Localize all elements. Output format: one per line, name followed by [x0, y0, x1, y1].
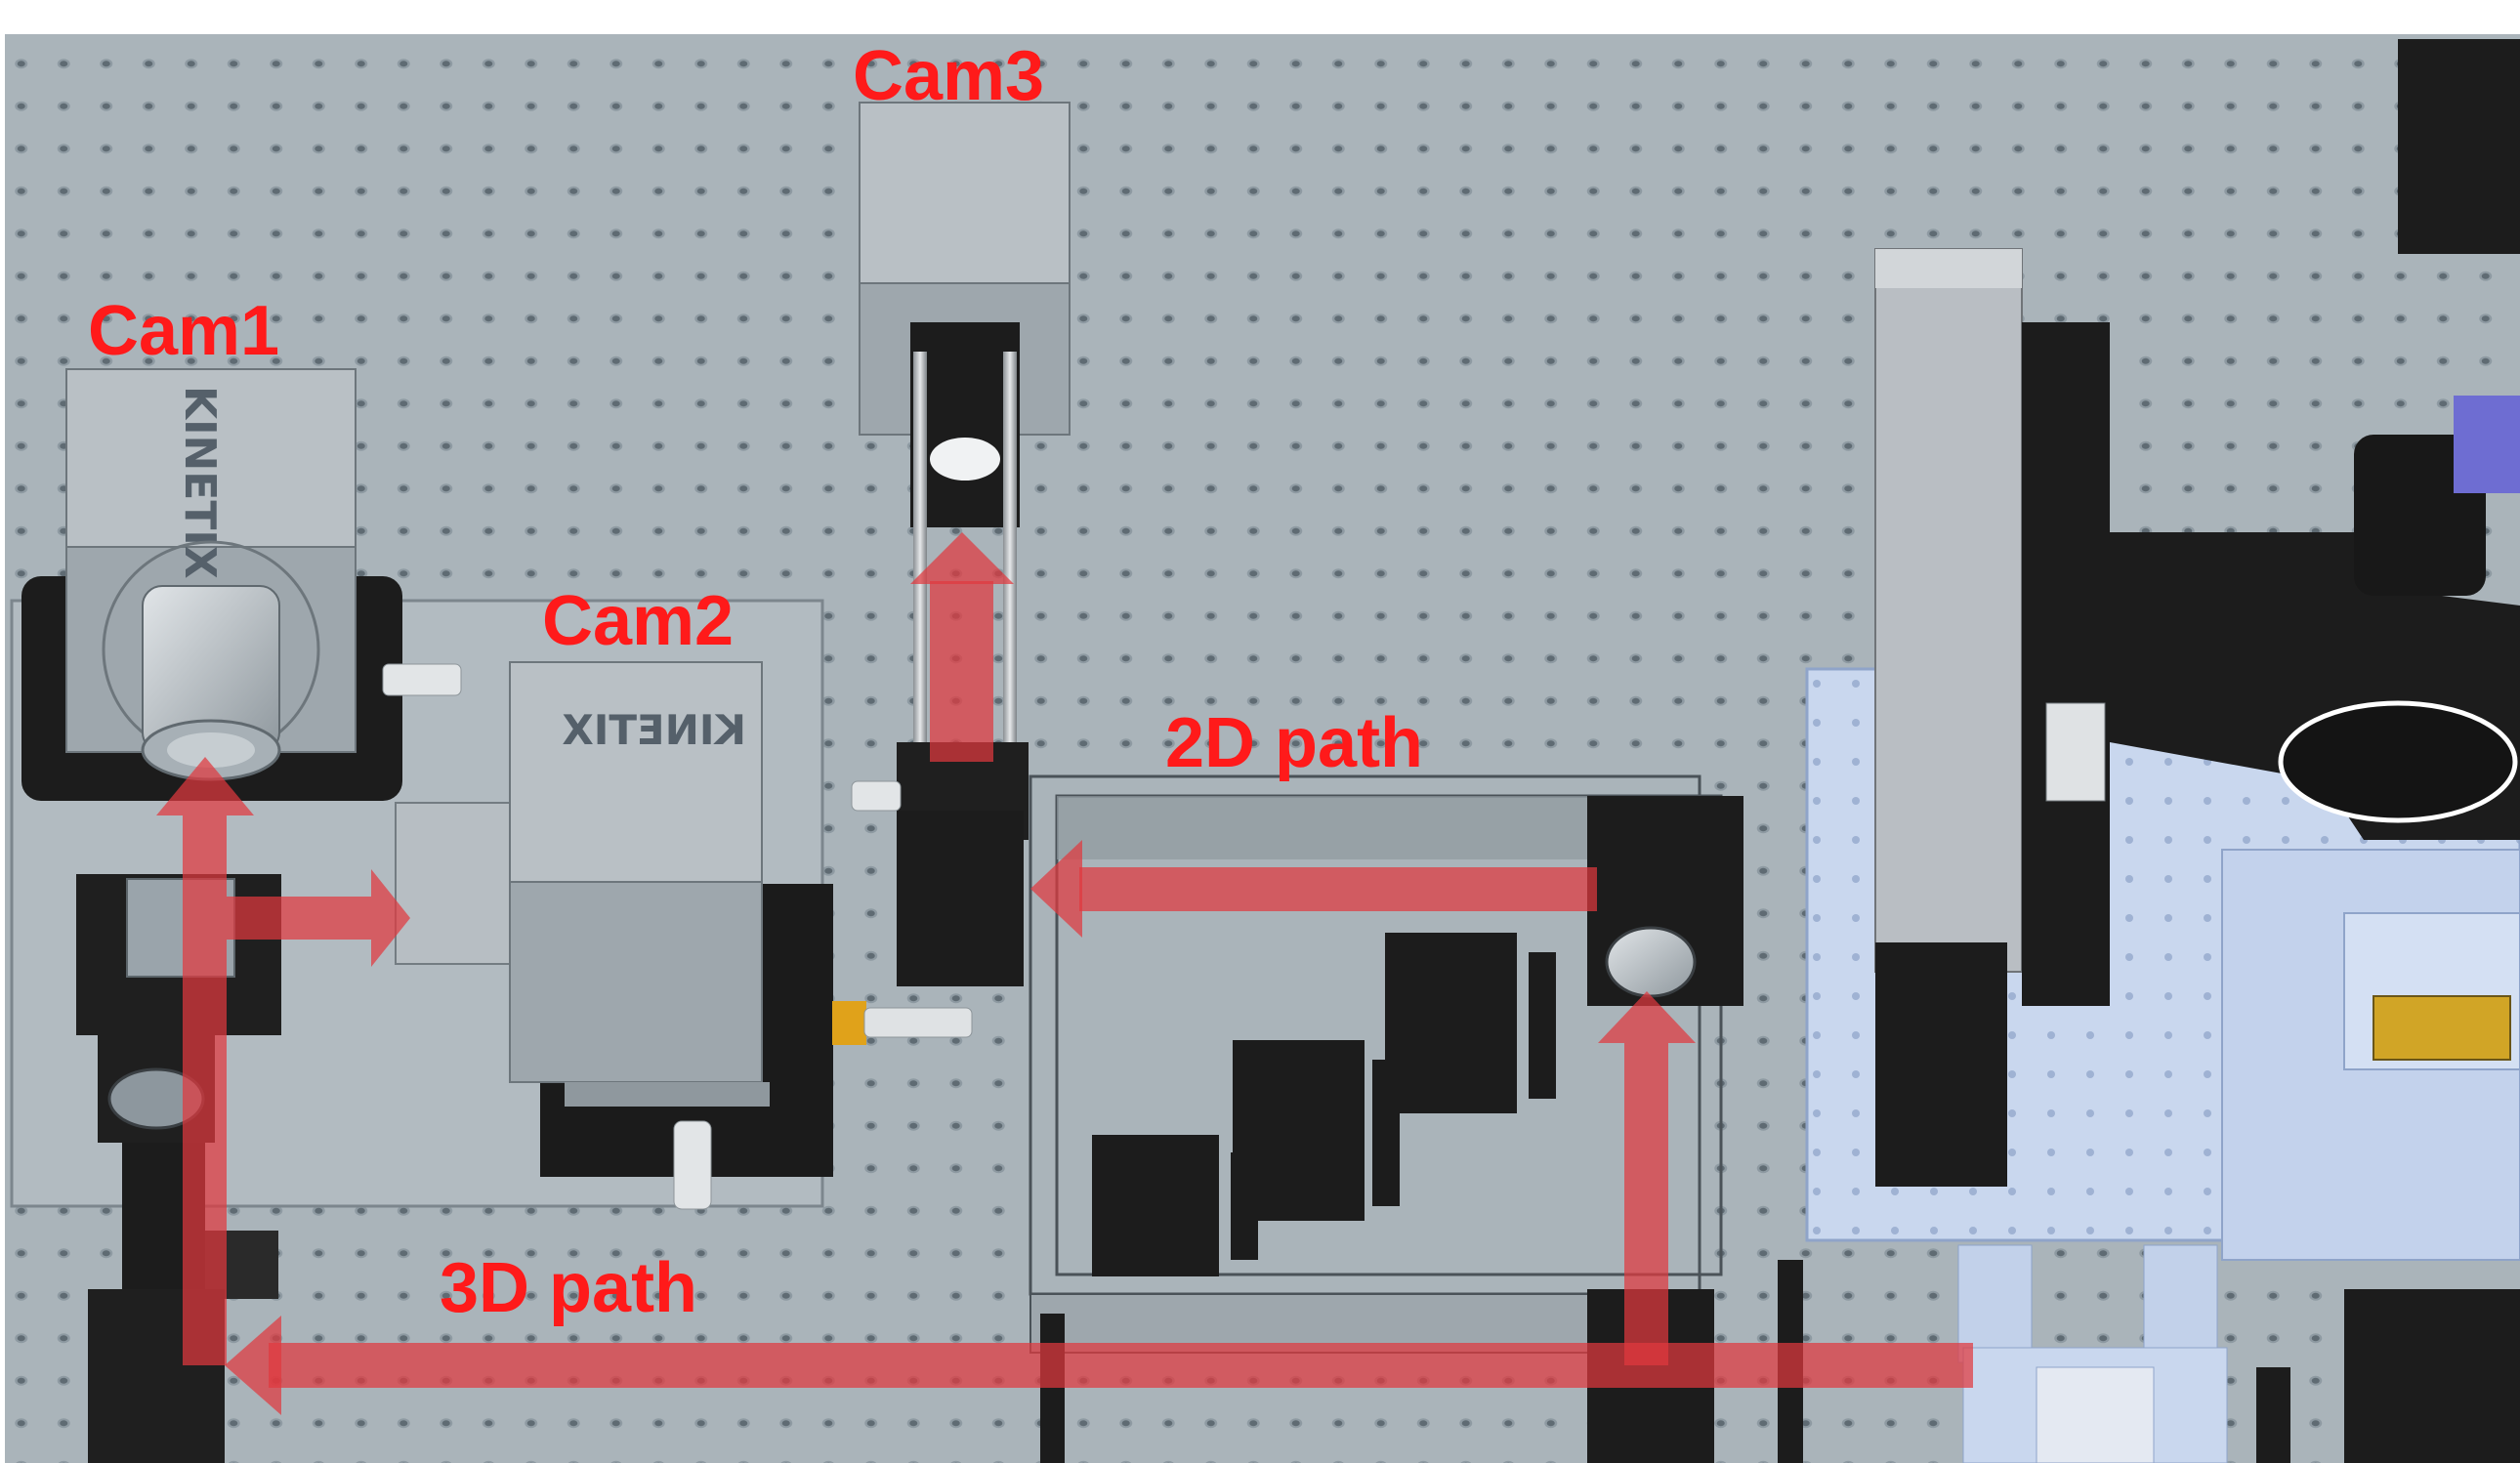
cam3-turning-mirror — [897, 811, 1024, 986]
micrometer-shaft — [863, 1007, 973, 1038]
cam2-body-front — [509, 881, 763, 1083]
mirror-mount-c-holder — [1231, 1152, 1258, 1260]
beam-cam1-vertical — [183, 815, 227, 1365]
cam1-side-knob — [382, 663, 462, 696]
rail-bracket-bottom — [1875, 942, 2007, 1187]
beam-cam1-arrowhead-up — [156, 757, 254, 815]
cage-rod-left — [913, 352, 927, 762]
beam-cam3-arrowhead-up — [910, 532, 1014, 584]
stage-column-left — [1957, 1244, 2033, 1363]
cam3-lens — [930, 438, 1000, 481]
right-post-top — [2398, 39, 2520, 254]
beam-3d-horizontal — [269, 1343, 1973, 1388]
cam3-body — [859, 102, 1071, 284]
cam2-shelf — [565, 1082, 770, 1107]
beam-cam3-vertical — [930, 581, 993, 762]
mirror-mount-c — [1092, 1135, 1219, 1276]
mirror-mount-a-holder — [1529, 952, 1556, 1099]
table-left-margin — [0, 0, 5, 1463]
path-3d-label: 3D path — [440, 1249, 697, 1327]
stage-gold-plate — [2373, 995, 2511, 1061]
cam1-label: Cam1 — [88, 292, 279, 370]
cam2-lens-tube — [395, 802, 519, 965]
cam2-assembly: KINETIX — [395, 661, 973, 1210]
rail-bracket-side — [2022, 322, 2110, 1006]
microscope-assembly — [1778, 39, 2520, 1463]
cam1-brand-text: KINETIX — [175, 386, 225, 579]
cam3-label: Cam3 — [853, 37, 1044, 115]
bottom-post-left — [1040, 1314, 1065, 1463]
cam1-lens-aperture — [167, 732, 255, 768]
cam1-body-top — [65, 368, 357, 548]
objective-top — [2354, 435, 2486, 596]
vertical-rail — [1874, 248, 2023, 973]
cam2-body-top — [509, 661, 763, 883]
beam-cam2-horizontal — [227, 897, 371, 940]
cam3-assembly — [851, 102, 1071, 986]
cam2-bottom-knob — [673, 1120, 712, 1210]
rail-clamp — [2045, 702, 2106, 802]
cam2-brand-text: KINETIX — [562, 706, 746, 754]
slot-bar-top — [1057, 796, 1604, 859]
stage-foot-block — [2036, 1366, 2155, 1463]
fold-mirror-lens — [1605, 926, 1697, 998]
beam-2d-horizontal — [1079, 867, 1597, 911]
vertical-rail-top — [1875, 249, 2022, 288]
path-2d-label: 2D path — [1165, 704, 1423, 782]
beam-2d-vertical — [1624, 1043, 1668, 1365]
mirror-mount-a — [1385, 933, 1517, 1113]
beam-2d-arrowhead-up — [1598, 991, 1696, 1043]
micrometer-yellow — [832, 1001, 866, 1045]
cam3-side-knob — [851, 780, 902, 812]
cam3-adapter — [910, 322, 1020, 527]
cam1-assembly: KINETIX — [21, 368, 462, 801]
stage-column-right — [2143, 1244, 2218, 1363]
beam-3d-arrowhead-left — [225, 1316, 281, 1415]
table-top-margin — [0, 0, 2520, 34]
beam-paths — [156, 532, 1973, 1415]
violet-block — [2454, 396, 2520, 493]
right-mount-bottom — [2344, 1289, 2520, 1463]
mirror-mount-b-holder — [1372, 1060, 1400, 1206]
cam2-label: Cam2 — [542, 582, 734, 660]
right-post-bottom — [2256, 1367, 2290, 1463]
beam-cam2-arrowhead-right — [371, 869, 410, 967]
objective-collar — [2278, 700, 2518, 823]
cage-rod-right — [1003, 352, 1017, 762]
beam-2d-arrowhead-left — [1030, 840, 1082, 938]
